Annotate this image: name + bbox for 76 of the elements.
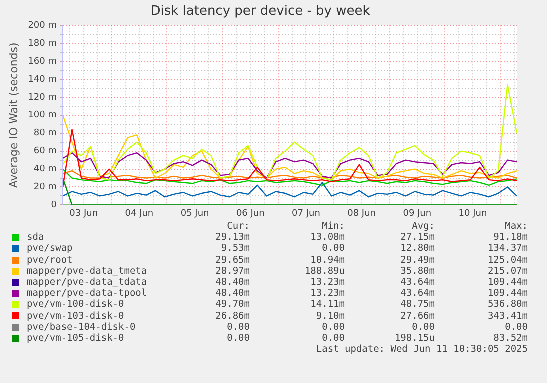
text: 109.44m: [486, 288, 528, 300]
text: 27.15m: [400, 232, 435, 244]
text: Last update: Wed Jun 11 10:30:05 2025: [315, 344, 528, 356]
y-axis-title: Average IO Wait (seconds): [7, 42, 20, 188]
text: 29.13m: [214, 232, 250, 244]
legend-label: pve/base-104-disk-0: [26, 322, 137, 333]
x-tick-label: 09 Jun: [403, 208, 432, 219]
text: 13.23m: [310, 288, 345, 300]
y-tick-label: 200 m: [28, 20, 58, 31]
text: 0.00: [321, 243, 345, 255]
legend-label: pve/swap: [26, 243, 74, 255]
legend-label: sda: [26, 232, 46, 244]
text: 10.94m: [310, 254, 345, 266]
y-tick-label: 140 m: [28, 74, 58, 85]
text: 9.53m: [220, 243, 250, 255]
y-tick-label: 180 m: [28, 38, 58, 49]
text: 27.66m: [400, 310, 435, 322]
text: 215.07m: [486, 266, 528, 277]
text: 28.97m: [214, 266, 250, 277]
text: 12.80m: [400, 243, 435, 255]
text: 48.40m: [214, 288, 250, 300]
y-tick-label: 20 m: [34, 182, 58, 193]
text: 35.80m: [400, 266, 435, 277]
legend-label: pve/vm-103-disk-0: [26, 310, 126, 322]
legend-label: mapper/pve-data_tdata: [26, 276, 148, 288]
y-tick-label: 80 m: [34, 128, 58, 139]
x-tick-label: 03 Jun: [70, 208, 98, 219]
legend-label: pve/vm-100-disk-0: [26, 299, 126, 310]
text: 0.00: [321, 322, 345, 333]
x-tick-label: 06 Jun: [236, 208, 265, 219]
text: 48.40m: [214, 276, 250, 288]
x-tick-label: 04 Jun: [125, 208, 154, 219]
chart-title: Disk latency per device - by week: [150, 4, 371, 20]
legend-label: pve/root: [26, 254, 74, 266]
text: Cur:: [226, 221, 250, 232]
y-tick-label: 100 m: [28, 110, 58, 121]
text: 29.65m: [214, 254, 250, 266]
y-tick-label: 40 m: [34, 164, 58, 175]
text: 43.64m: [400, 288, 435, 300]
text: 48.75m: [400, 299, 435, 310]
y-tick-label: 160 m: [28, 56, 58, 67]
text: 49.70m: [214, 299, 250, 310]
text: 83.52m: [492, 332, 528, 344]
legend-label: pve/vm-105-disk-0: [26, 332, 126, 344]
y-tick-label: 60 m: [34, 146, 58, 157]
x-tick-label: 07 Jun: [292, 208, 320, 219]
text: 0.00: [226, 322, 250, 333]
text: 91.18m: [492, 232, 528, 244]
x-tick-label: 08 Jun: [348, 208, 376, 219]
legend-label: mapper/pve-data-tpool: [26, 288, 148, 300]
text: 343.41m: [486, 310, 528, 322]
x-tick-label: 10 Jun: [458, 208, 488, 219]
y-tick-label: 120 m: [28, 92, 58, 103]
text: 26.86m: [214, 310, 250, 322]
x-tick-label: 05 Jun: [180, 208, 210, 219]
text: 14.11m: [310, 299, 345, 310]
text: 0.00: [504, 322, 528, 333]
text: 134.37m: [486, 243, 528, 255]
text: Min:: [321, 221, 345, 232]
text: 0.00: [226, 332, 250, 344]
text: 188.89u: [304, 266, 345, 277]
text: 536.80m: [486, 299, 528, 310]
text: Avg:: [411, 221, 435, 232]
legend-label: mapper/pve-data_tmeta: [26, 266, 148, 277]
y-tick-label: 0: [51, 200, 58, 211]
text: 0.00: [321, 332, 345, 344]
text: Max:: [504, 221, 528, 232]
text: 29.49m: [400, 254, 435, 266]
text: 109.44m: [486, 276, 528, 288]
text: 9.10m: [315, 310, 345, 322]
text: 13.08m: [310, 232, 345, 244]
text: 198.15u: [394, 332, 435, 344]
text: 125.04m: [486, 254, 528, 266]
text: 43.64m: [400, 276, 435, 288]
text: 0.00: [411, 322, 435, 333]
text: 13.23m: [310, 276, 345, 288]
